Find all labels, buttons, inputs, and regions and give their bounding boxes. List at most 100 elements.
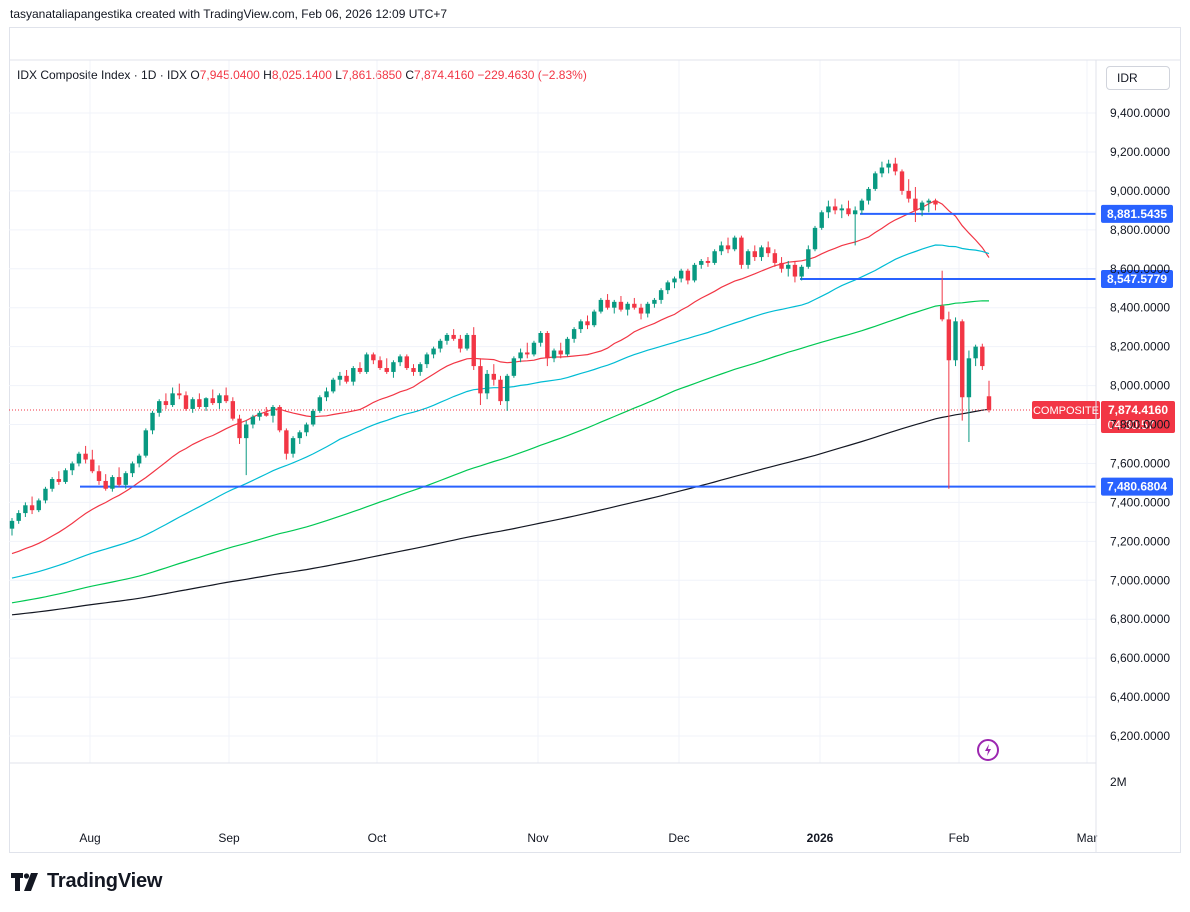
candle (116, 477, 122, 485)
candle (719, 245, 724, 252)
candle (899, 171, 905, 191)
symbol-tag (1032, 401, 1100, 420)
legend-close-label: C (405, 68, 414, 82)
candle (812, 227, 818, 250)
candle (953, 321, 958, 361)
tradingview-wordmark: TradingView (47, 870, 163, 892)
candle (578, 321, 584, 330)
candle (906, 190, 911, 199)
bar-countdown-label: 04:30:57 (1108, 418, 1155, 432)
time-tick-label: Dec (668, 831, 689, 845)
candle (779, 262, 784, 269)
candle (792, 264, 798, 277)
level-price-tag (1101, 269, 1173, 288)
candle (424, 354, 430, 365)
candle (163, 401, 169, 406)
candle (411, 368, 416, 372)
candle (9, 520, 15, 529)
candle (183, 395, 189, 409)
candle (565, 338, 570, 355)
candle (16, 513, 21, 521)
price-tick-label: 8,400.0000 (1110, 301, 1170, 315)
candle (799, 266, 804, 277)
candle (237, 418, 242, 439)
last-price-label: 7,874.4160 (1108, 403, 1168, 417)
candle (324, 391, 329, 398)
time-tick-label: 2026 (807, 831, 834, 845)
candle (364, 354, 369, 372)
legend-close: 7,874.4160 (414, 68, 475, 82)
candle (913, 198, 918, 211)
candle (504, 375, 510, 402)
candle (926, 200, 931, 203)
candle (846, 208, 851, 215)
candle (538, 332, 543, 343)
candle (652, 299, 657, 304)
time-tick-label: Oct (368, 831, 387, 845)
candle (110, 477, 115, 489)
candle (103, 480, 108, 489)
candle (665, 282, 670, 291)
candle (23, 505, 28, 514)
candle (230, 401, 236, 419)
candle (511, 358, 517, 376)
candle (331, 379, 336, 392)
price-tick-label: 8,600.0000 (1110, 262, 1170, 276)
candle (732, 237, 737, 250)
candle (344, 375, 349, 382)
price-tick-label: 7,200.0000 (1110, 534, 1170, 548)
tradingview-logo[interactable]: TradingView (11, 870, 162, 893)
chart-credit: tasyanataliapangestika created with Trad… (10, 7, 448, 21)
candle (96, 471, 102, 481)
time-tick-label: Feb (949, 831, 970, 845)
candle (70, 463, 75, 471)
candle (304, 424, 309, 433)
price-tick-label: 7,000.0000 (1110, 573, 1170, 587)
candle (946, 319, 952, 361)
candle (498, 379, 503, 402)
time-tick-label: Sep (218, 831, 240, 845)
candle (612, 301, 617, 308)
candle (484, 373, 490, 394)
price-tick-label: 8,000.0000 (1110, 379, 1170, 393)
candle (558, 350, 563, 355)
candle (571, 329, 577, 339)
candle (297, 432, 302, 439)
legend-low: 7,861.6850 (341, 68, 402, 82)
candle (531, 342, 537, 355)
price-tick-label: 8,800.0000 (1110, 223, 1170, 237)
candle (464, 334, 470, 349)
candles (9, 157, 992, 536)
candle (49, 479, 55, 489)
lightning-icon[interactable] (977, 739, 999, 761)
price-tick-label: 9,200.0000 (1110, 145, 1170, 159)
candle (866, 188, 871, 201)
candle (384, 368, 389, 372)
time-axis: Aug Sep Oct Nov Dec 2026 Feb Mar (79, 831, 1097, 845)
candle (712, 251, 717, 263)
candle (966, 358, 972, 398)
volume-scale-label: 2M (1110, 775, 1127, 789)
candle (223, 395, 229, 402)
grid-lines (9, 60, 1096, 763)
price-tick-label: 6,600.0000 (1110, 651, 1170, 665)
legend-open-label: O (190, 68, 200, 82)
candle (886, 163, 891, 168)
time-tick-label: Aug (79, 831, 100, 845)
candle (130, 463, 135, 474)
candle (431, 348, 436, 355)
price-tick-label: 8,200.0000 (1110, 340, 1170, 354)
candle (658, 290, 664, 300)
candle (598, 299, 604, 312)
candle (605, 299, 610, 308)
candle (819, 212, 824, 228)
candle (284, 430, 289, 454)
level-price-label: 7,480.6804 (1107, 480, 1167, 494)
candle (852, 210, 858, 215)
candle (377, 360, 383, 369)
candle (391, 362, 396, 372)
candle (150, 412, 155, 431)
currency-button[interactable]: IDR (1106, 66, 1170, 90)
legend-symbol[interactable]: IDX Composite Index · 1D · IDX (17, 68, 188, 82)
